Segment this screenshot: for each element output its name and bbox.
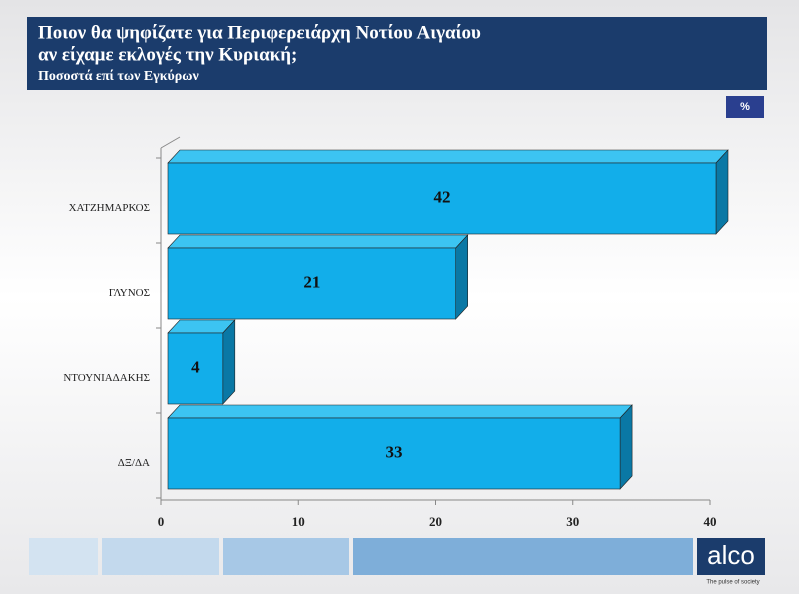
bar (167, 332, 224, 405)
footer-block (102, 538, 219, 575)
footer (29, 538, 765, 575)
y-tick-label: ΧΑΤΖΗΜΑΡΚΟΣ (69, 202, 150, 214)
bar-side (715, 149, 729, 235)
bar-top (167, 404, 633, 419)
bar-top (167, 234, 469, 249)
bar (167, 162, 717, 235)
bar-top (167, 149, 729, 164)
value-label: 33 (386, 442, 403, 461)
bar-side (222, 319, 236, 405)
title-line: αν είχαμε εκλογές την Κυριακή; (38, 44, 297, 65)
header-box (27, 17, 767, 90)
unit-badge (726, 96, 764, 118)
bar (167, 417, 621, 490)
value-label: 4 (191, 357, 200, 376)
footer-block (353, 538, 693, 575)
logo: alco (707, 540, 755, 570)
wall-edge (160, 136, 181, 149)
bar-side (619, 404, 633, 490)
x-tick-label: 30 (566, 514, 579, 529)
footer-block (29, 538, 98, 575)
logo-box (697, 538, 765, 575)
unit-label: % (740, 101, 750, 113)
y-tick-label: ΝΤΟΥΝΙΑΔΑΚΗΣ (63, 372, 150, 384)
subtitle: Ποσοστά επί των Εγκύρων (38, 69, 199, 84)
tagline: The pulse of society (706, 580, 759, 586)
bar (167, 247, 457, 320)
x-tick-label: 10 (292, 514, 305, 529)
title-line: Ποιον θα ψηφίζατε για Περιφερειάρχη Νοτί… (38, 22, 481, 43)
x-tick-label: 20 (429, 514, 442, 529)
x-tick-label: 40 (704, 514, 717, 529)
x-tick-label: 0 (158, 514, 165, 529)
y-tick-label: ΔΞ/ΔΑ (118, 457, 150, 469)
footer-block (223, 538, 349, 575)
value-label: 21 (303, 272, 320, 291)
y-tick-label: ΓΛΥΝΟΣ (109, 287, 150, 299)
value-label: 42 (434, 187, 451, 206)
bar-side (455, 234, 468, 320)
